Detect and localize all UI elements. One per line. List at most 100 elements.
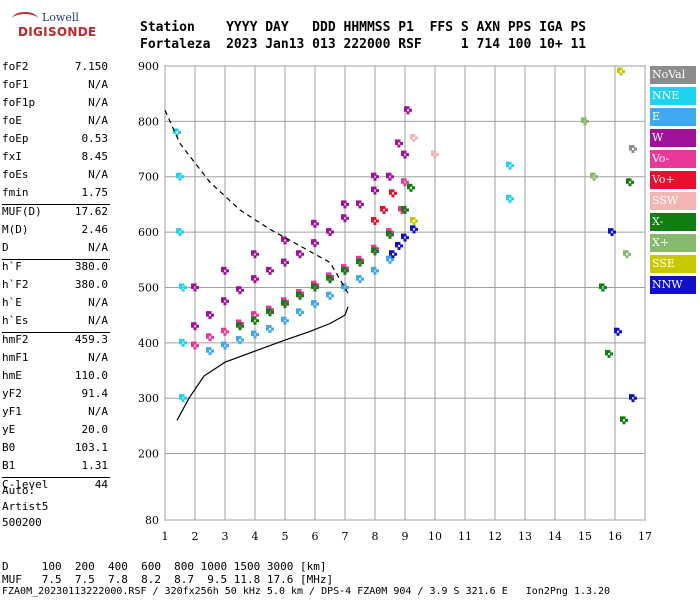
param-row: foF1 N/A: [2, 78, 110, 96]
data-point: [506, 194, 509, 198]
data-point: [617, 67, 620, 71]
param-value: 44: [94, 478, 108, 491]
data-point: [208, 316, 212, 320]
data-point: [361, 261, 364, 265]
data-point: [592, 177, 596, 181]
data-point: [313, 280, 317, 284]
data-point: [508, 161, 512, 165]
data-point: [629, 394, 632, 398]
param-value: 1.31: [81, 459, 109, 472]
data-point: [629, 147, 632, 151]
data-point: [256, 313, 259, 317]
dashed-curve: [164, 110, 349, 294]
data-point: [607, 349, 611, 353]
data-point: [508, 199, 512, 203]
data-point: [181, 175, 184, 179]
data-point: [281, 258, 284, 262]
data-point: [316, 302, 319, 306]
data-point: [625, 250, 629, 254]
footer-file-row: FZA0M_20230113222000.RSF / 320fx256h 50 …: [2, 586, 611, 597]
data-point: [196, 344, 199, 348]
data-point: [316, 283, 319, 287]
param-name: foEp: [2, 132, 29, 145]
data-point: [191, 283, 194, 287]
data-point: [385, 208, 388, 212]
data-point: [358, 205, 362, 209]
x-tick-label: 8: [372, 530, 379, 543]
logo-swoosh: [12, 12, 38, 26]
data-point: [268, 310, 272, 314]
data-point: [403, 205, 407, 209]
data-point: [601, 288, 605, 292]
data-point: [608, 228, 611, 232]
data-point: [238, 324, 242, 328]
data-point: [286, 238, 289, 242]
data-point: [506, 197, 509, 201]
data-point: [271, 269, 274, 273]
data-point: [326, 228, 329, 232]
data-point: [184, 396, 187, 400]
data-point: [236, 324, 239, 328]
data-point: [251, 330, 254, 334]
data-point: [373, 191, 377, 195]
data-point: [296, 289, 299, 292]
data-point: [391, 255, 395, 259]
data-point: [376, 219, 379, 223]
data-point: [620, 416, 623, 420]
data-point: [221, 269, 224, 273]
data-point: [506, 164, 509, 168]
footer-muf-row: MUF 7.5 7.5 7.8 8.2 8.7 9.5 11.8 17.6 [M…: [2, 573, 334, 586]
y-tick-label: 900: [138, 60, 159, 73]
data-point: [208, 338, 212, 342]
data-point: [223, 302, 227, 306]
param-row: h`F2 380.0: [2, 278, 110, 296]
data-point: [391, 258, 394, 262]
data-point: [253, 250, 257, 254]
data-point: [356, 277, 359, 281]
data-point: [634, 396, 637, 400]
data-point: [371, 186, 374, 190]
data-point: [176, 230, 179, 234]
data-point: [181, 288, 185, 292]
legend-item: SSW: [650, 192, 696, 210]
param-value: N/A: [88, 114, 108, 127]
data-point: [356, 275, 359, 279]
data-point: [328, 296, 332, 300]
data-point: [253, 255, 257, 259]
data-point: [326, 291, 329, 295]
data-point: [226, 299, 229, 303]
data-point: [181, 283, 185, 287]
data-point: [341, 214, 344, 218]
data-point: [373, 186, 377, 190]
data-point: [266, 308, 269, 312]
param-value: N/A: [88, 296, 108, 309]
data-point: [283, 305, 287, 309]
param-row: hmF2 459.3: [2, 333, 110, 351]
footer-d-row: D 100 200 400 600 800 1000 1500 3000 [km…: [2, 560, 327, 573]
param-row: yE 20.0: [2, 423, 110, 441]
x-tick-label: 9: [402, 530, 409, 543]
data-point: [271, 310, 274, 314]
data-point: [634, 147, 637, 151]
data-point: [371, 172, 374, 176]
data-point: [371, 217, 374, 221]
data-point: [221, 266, 224, 270]
data-point: [409, 183, 413, 187]
data-point: [629, 145, 632, 149]
data-point: [343, 200, 347, 204]
data-point: [397, 144, 401, 148]
data-point: [343, 271, 347, 275]
param-row: foEp 0.53: [2, 132, 110, 150]
x-tick-label: 1: [162, 530, 169, 543]
param-value: N/A: [88, 78, 108, 91]
param-name: foF1p: [2, 96, 36, 109]
data-point: [256, 277, 259, 281]
data-point: [286, 261, 289, 265]
data-point: [193, 283, 197, 287]
data-point: [298, 291, 302, 295]
data-point: [331, 294, 334, 298]
data-point: [283, 302, 287, 306]
data-point: [400, 142, 403, 146]
data-point: [406, 208, 409, 212]
data-point: [326, 275, 329, 279]
